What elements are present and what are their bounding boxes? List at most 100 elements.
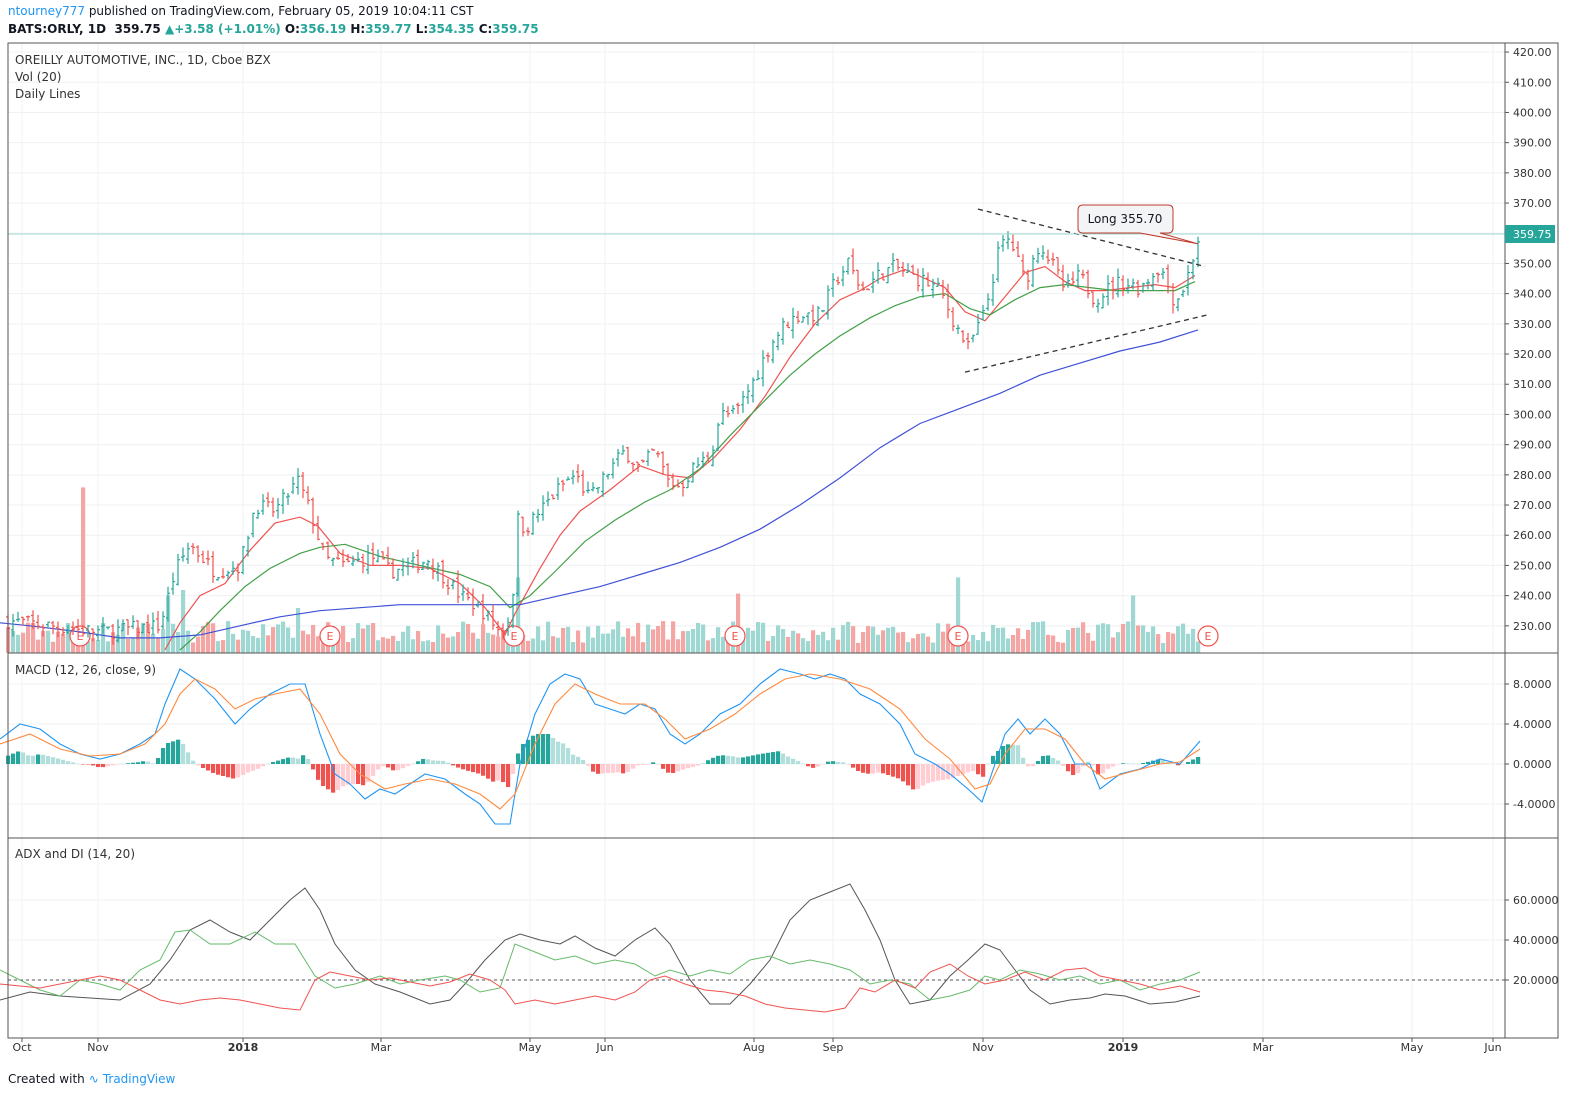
- volume-bar: [911, 638, 916, 653]
- adx-line: [0, 883, 1201, 1005]
- long-annotation[interactable]: Long 355.70: [1077, 204, 1199, 245]
- volume-bar: [271, 627, 276, 653]
- macd-histogram-bar: [156, 758, 161, 764]
- volume-bar: [656, 626, 661, 653]
- macd-histogram-bar: [486, 764, 491, 779]
- volume-bar: [501, 630, 506, 653]
- volume-bar: [1091, 640, 1096, 653]
- macd-histogram-bar: [301, 755, 306, 764]
- volume-bar: [1081, 622, 1086, 653]
- volume-bar: [491, 634, 496, 653]
- macd-histogram-bar: [601, 764, 606, 774]
- macd-histogram-bar: [776, 751, 781, 764]
- volume-bar: [246, 630, 251, 653]
- volume-bar: [816, 634, 821, 653]
- macd-histogram-bar: [901, 764, 906, 782]
- macd-histogram-bar: [621, 764, 626, 774]
- volume-bar: [836, 639, 841, 653]
- low-value: 354.35: [428, 22, 475, 36]
- volume-bar: [991, 624, 996, 653]
- volume-bar: [91, 638, 96, 653]
- macd-histogram-bar: [881, 764, 886, 774]
- macd-histogram-bar: [746, 756, 751, 764]
- macd-histogram-bar: [121, 763, 126, 765]
- volume-bar: [686, 631, 691, 653]
- macd-histogram-bar: [316, 764, 321, 780]
- tradingview-brand[interactable]: TradingView: [102, 1072, 176, 1086]
- volume-bar: [666, 639, 671, 653]
- macd-histogram-bar: [116, 764, 121, 765]
- macd-histogram-bar: [276, 760, 281, 764]
- macd-histogram-bar: [221, 764, 226, 776]
- macd-histogram-bar: [576, 756, 581, 764]
- x-tick-label: Aug: [743, 1041, 764, 1054]
- volume-bar: [811, 630, 816, 653]
- macd-histogram-bar: [1146, 761, 1151, 764]
- volume-bar: [1191, 628, 1196, 653]
- tradingview-logo-icon[interactable]: ∿: [88, 1072, 99, 1086]
- macd-histogram-bar: [421, 758, 426, 764]
- volume-bar: [1136, 625, 1141, 653]
- macd-histogram-bar: [611, 764, 616, 773]
- y-tick-label: 350.00: [1513, 257, 1552, 270]
- macd-histogram-bar: [1126, 763, 1131, 764]
- macd-histogram-bar: [1006, 744, 1011, 764]
- change-up-icon: ▲: [164, 22, 175, 36]
- macd-histogram-bar: [76, 763, 81, 765]
- created-with-text: Created with: [8, 1072, 85, 1086]
- volume-bar: [106, 641, 111, 653]
- volume-bar: [541, 640, 546, 653]
- macd-histogram-bar: [606, 764, 611, 774]
- volume-bar: [901, 631, 906, 653]
- macd-histogram-bar: [886, 764, 891, 775]
- macd-histogram-bar: [231, 764, 236, 779]
- macd-histogram-bar: [461, 764, 466, 770]
- macd-histogram-bar: [736, 757, 741, 764]
- volume-bar: [671, 621, 676, 653]
- macd-histogram-bar: [631, 764, 636, 769]
- volume-bar: [641, 642, 646, 653]
- macd-histogram-bar: [26, 755, 31, 764]
- volume-bar: [1181, 623, 1186, 653]
- volume-bar: [1196, 641, 1201, 653]
- trendlines[interactable]: [8, 208, 1505, 373]
- macd-histogram-bar: [856, 764, 861, 771]
- volume-bar: [186, 630, 191, 653]
- macd-histogram-bar: [126, 763, 131, 764]
- macd-histogram-bar: [1036, 761, 1041, 764]
- volume-bar: [476, 638, 481, 653]
- macd-histogram-bar: [731, 756, 736, 764]
- macd-histogram-bar: [491, 764, 496, 782]
- volume-bar: [556, 637, 561, 653]
- volume-bar: [516, 577, 521, 653]
- macd-histogram-bar: [446, 762, 451, 764]
- earnings-marker-label: E: [955, 630, 962, 643]
- macd-histogram-bar: [941, 764, 946, 780]
- macd-histogram-bar: [31, 755, 36, 764]
- volume-bar: [971, 635, 976, 653]
- macd-histogram-bar: [1191, 759, 1196, 764]
- trendline-upper: [977, 208, 1206, 268]
- macd-histogram-bar: [21, 752, 26, 764]
- macd-histogram-bar: [806, 764, 811, 767]
- volume-bar: [1076, 627, 1081, 653]
- macd-histogram-bar: [706, 760, 711, 764]
- volume-bar: [896, 632, 901, 653]
- y-tick-label: 40.0000: [1513, 934, 1559, 947]
- volume-bar: [821, 631, 826, 653]
- volume-bar: [621, 636, 626, 653]
- username-link[interactable]: ntourney777: [8, 4, 85, 18]
- macd-histogram-bar: [666, 764, 671, 773]
- macd-histogram-bar: [841, 762, 846, 764]
- macd-histogram-bar: [911, 764, 916, 790]
- macd-histogram-bar: [561, 743, 566, 764]
- volume-bar: [1111, 637, 1116, 653]
- y-tick-label: 8.0000: [1513, 678, 1552, 691]
- volume-indicator-label: Vol (20): [15, 70, 61, 84]
- macd-histogram-bar: [266, 763, 271, 765]
- macd-histogram-bar: [206, 764, 211, 771]
- volume-bar: [676, 639, 681, 653]
- macd-histogram-bar: [1101, 764, 1106, 774]
